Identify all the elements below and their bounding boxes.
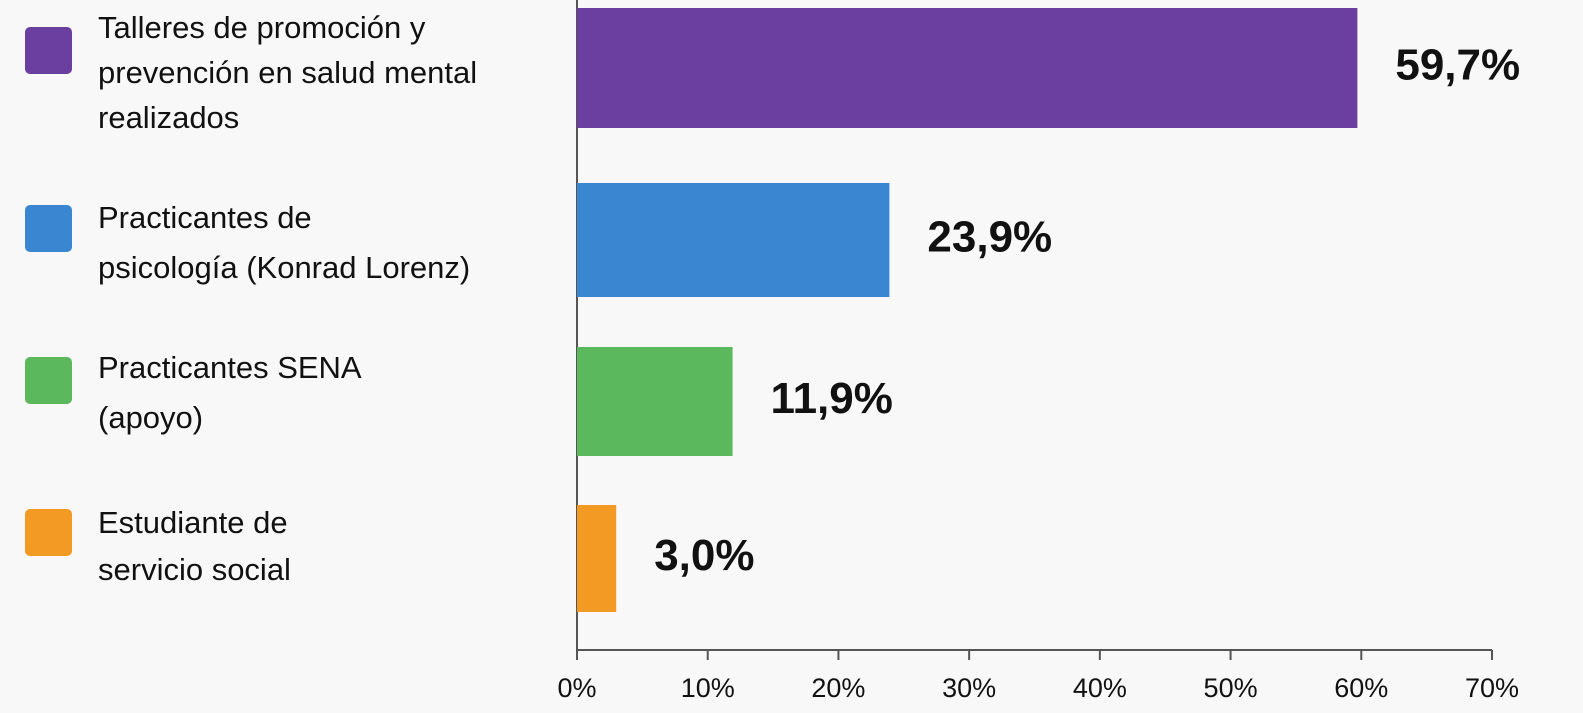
x-tick-label: 20% bbox=[811, 673, 865, 703]
value-label: 59,7% bbox=[1395, 41, 1520, 90]
category-label: realizados bbox=[98, 100, 239, 135]
x-tick-label: 50% bbox=[1204, 673, 1258, 703]
value-label: 11,9% bbox=[771, 374, 893, 423]
bar bbox=[577, 347, 733, 456]
category-label: psicología (Konrad Lorenz) bbox=[98, 250, 470, 285]
value-label: 23,9% bbox=[927, 213, 1052, 262]
x-tick-label: 10% bbox=[681, 673, 735, 703]
category-label: servicio social bbox=[98, 552, 291, 587]
legend-swatch bbox=[25, 27, 72, 74]
bar bbox=[577, 505, 617, 612]
x-tick-label: 30% bbox=[942, 673, 996, 703]
bar bbox=[577, 183, 890, 297]
legend-swatch bbox=[25, 509, 72, 556]
legend-swatch bbox=[25, 205, 72, 252]
legend-swatch bbox=[25, 357, 72, 404]
x-tick-label: 60% bbox=[1334, 673, 1388, 703]
category-label: prevención en salud mental bbox=[98, 55, 477, 90]
x-tick-label: 70% bbox=[1465, 673, 1519, 703]
x-tick-label: 0% bbox=[557, 673, 596, 703]
category-label: Practicantes SENA bbox=[98, 350, 362, 385]
category-label: (apoyo) bbox=[98, 400, 203, 435]
bar bbox=[577, 8, 1358, 128]
category-label: Practicantes de bbox=[98, 200, 312, 235]
value-label: 3,0% bbox=[654, 531, 754, 580]
category-label: Talleres de promoción y bbox=[98, 10, 426, 45]
category-label: Estudiante de bbox=[98, 505, 288, 540]
x-tick-label: 40% bbox=[1073, 673, 1127, 703]
